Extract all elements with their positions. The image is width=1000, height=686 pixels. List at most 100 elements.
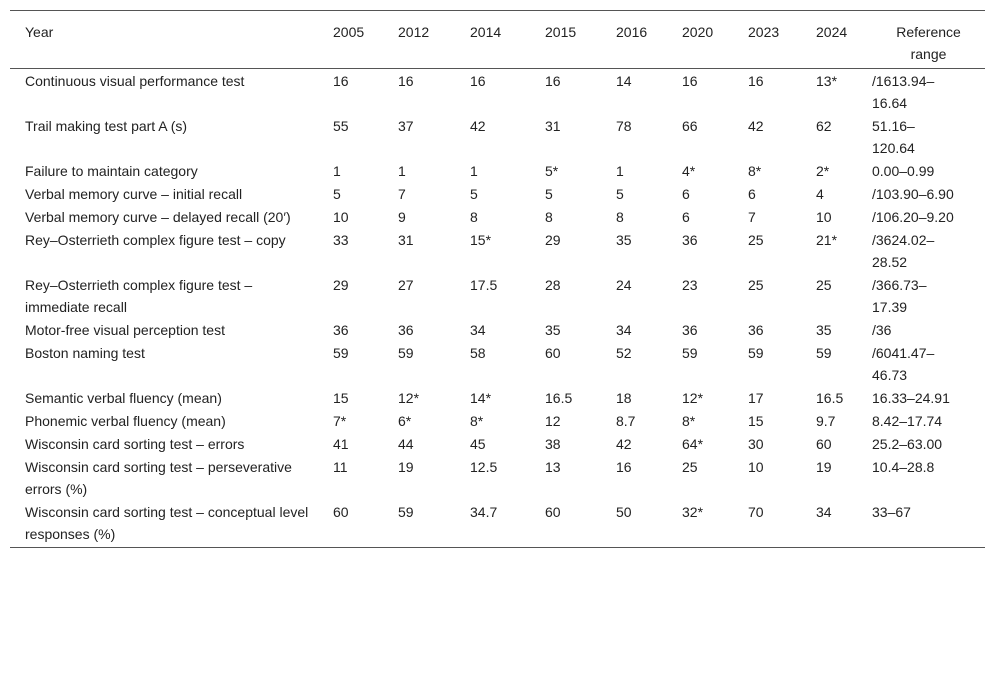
header-text: 2020 — [682, 24, 714, 40]
results-table: Year 2005 2012 2014 2015 2016 2020 2023 2024 Refe… — [10, 10, 985, 548]
cell: 6 — [682, 186, 690, 202]
cell: 23 — [682, 277, 698, 293]
cell: 4 — [816, 186, 824, 202]
row-label: Failure to maintain category — [25, 163, 198, 179]
row-label: Semantic verbal fluency (mean) — [25, 390, 222, 406]
cell: 8 — [470, 209, 478, 225]
cell: 78 — [616, 118, 632, 134]
cell: 1 — [333, 163, 341, 179]
cell: 10 — [748, 459, 764, 475]
table-row: Boston naming test 59 59 58 60 52 59 59 59/6041.… — [10, 341, 985, 386]
cell: 16 — [616, 459, 632, 475]
cell: /36 — [872, 322, 892, 338]
cell: 8.7 — [616, 413, 636, 429]
cell: 1 — [616, 163, 624, 179]
cell: 60 — [545, 345, 561, 361]
cell: 15 — [333, 390, 349, 406]
cell: 16 — [470, 73, 486, 89]
cell: 28 — [545, 277, 561, 293]
cell: 36 — [682, 232, 698, 248]
header-cell: Reference range — [872, 10, 985, 69]
row-label: Rey–Osterrieth complex figure test – imm… — [25, 277, 253, 315]
cell: 5 — [470, 186, 478, 202]
cell: 25 — [816, 277, 832, 293]
cell: 8* — [682, 413, 696, 429]
cell: 33–67 — [872, 504, 911, 520]
cell: 34 — [816, 504, 832, 520]
cell: 11 — [333, 459, 348, 475]
cell: 29 — [545, 232, 561, 248]
cell: 16 — [398, 73, 414, 89]
header-text: 2023 — [748, 24, 780, 40]
cell: 5 — [616, 186, 624, 202]
cell: 33 — [333, 232, 349, 248]
cell: 35 — [816, 322, 832, 338]
cell: 0.00–0.99 — [872, 163, 935, 179]
cell: 59 — [748, 345, 764, 361]
cell: 12* — [682, 390, 704, 406]
cell: 16.5 — [545, 390, 573, 406]
cell: 59 — [682, 345, 698, 361]
cell: 35 — [616, 232, 632, 248]
header-text: 2012 — [398, 24, 430, 40]
cell: 25 — [748, 232, 764, 248]
cell: 32* — [682, 504, 704, 520]
cell: 7 — [398, 186, 406, 202]
cell: 44 — [398, 436, 414, 452]
table-row: Rey–Osterrieth complex figure test – cop… — [10, 228, 985, 273]
cell: 30 — [748, 436, 764, 452]
cell: 19 — [816, 459, 832, 475]
cell: 18 — [616, 390, 632, 406]
header-cell: 2014 — [470, 10, 545, 69]
row-label: Continuous visual performance test — [25, 73, 245, 89]
cell: 5 — [333, 186, 341, 202]
cell: 38 — [545, 436, 561, 452]
cell: 8* — [748, 163, 762, 179]
table-row: Rey–Osterrieth complex figure test – imm… — [10, 273, 985, 318]
cell: 9.7 — [816, 413, 836, 429]
cell: 42 — [470, 118, 486, 134]
cell: 34 — [616, 322, 632, 338]
cell: 7* — [333, 413, 347, 429]
cell: 4* — [682, 163, 696, 179]
cell: 42 — [616, 436, 632, 452]
header-cell: 2020 — [682, 10, 748, 69]
cell: 62 — [816, 118, 832, 134]
cell: 1 — [470, 163, 478, 179]
cell: /1613.94–16.64 — [872, 73, 935, 111]
cell: 13 — [545, 459, 561, 475]
cell: 16 — [545, 73, 561, 89]
header-text: Reference range — [896, 24, 961, 62]
header-cell: 2012 — [398, 10, 470, 69]
cell: 12* — [398, 390, 420, 406]
cell: 8* — [470, 413, 484, 429]
cell: 29 — [333, 277, 349, 293]
table-row: Motor-free visual perception test 36 36 34 3… — [10, 318, 985, 341]
row-label: Wisconsin card sorting test – errors — [25, 436, 245, 452]
cell: 36 — [682, 322, 698, 338]
header-text: 2015 — [545, 24, 577, 40]
cell: 16 — [748, 73, 764, 89]
cell: /366.73–17.39 — [872, 277, 927, 315]
table-row: Wisconsin card sorting test – perseverat… — [10, 455, 985, 500]
table-row: Continuous visual performance test 16 16 16… — [10, 69, 985, 115]
header-cell: 2023 — [748, 10, 816, 69]
cell: 58 — [470, 345, 486, 361]
cell: /3624.02–28.52 — [872, 232, 935, 270]
cell: 16.33–24.91 — [872, 390, 950, 406]
cell: 60 — [816, 436, 832, 452]
cell: 34.7 — [470, 504, 498, 520]
cell: 1 — [398, 163, 406, 179]
table-row: Verbal memory curve – delayed recall (20… — [10, 205, 985, 228]
cell: 36 — [748, 322, 764, 338]
cell: 31 — [398, 232, 414, 248]
cell: 5* — [545, 163, 559, 179]
cell: 25 — [748, 277, 764, 293]
cell: 14* — [470, 390, 492, 406]
cell: 8 — [616, 209, 624, 225]
cell: 70 — [748, 504, 764, 520]
cell: 45 — [470, 436, 486, 452]
cell: 16 — [333, 73, 349, 89]
cell: 25 — [682, 459, 698, 475]
